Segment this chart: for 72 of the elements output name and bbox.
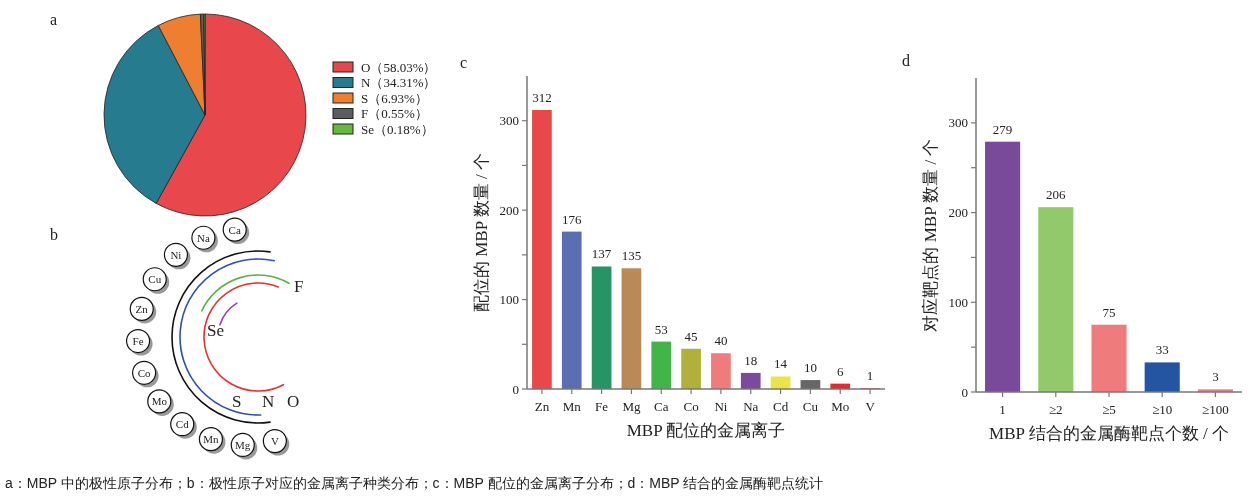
data-label: 206	[1046, 187, 1067, 203]
legend-label: F（0.55%）	[361, 106, 428, 121]
legend-label: Se（0.18%）	[361, 121, 434, 137]
y-tick-label: 300	[499, 113, 519, 129]
data-label: 3	[1212, 369, 1219, 385]
y-tick-label: 300	[948, 115, 968, 131]
data-label: 53	[654, 321, 668, 337]
text: Cu	[148, 273, 162, 286]
x-tick-label: Co	[683, 399, 699, 414]
x-tick-label: Cu	[802, 399, 819, 414]
text: Na	[196, 231, 210, 244]
text: Cd	[175, 418, 190, 431]
legend-label: O（58.03%）	[361, 59, 437, 75]
data-label: 279	[992, 121, 1013, 137]
data-label: 6	[837, 363, 844, 379]
data-label: 176	[562, 211, 582, 227]
text: Se	[207, 321, 224, 340]
data-label: 137	[591, 246, 612, 262]
y-axis-title: 配位的 MBP 数量 / 个	[472, 152, 491, 313]
x-tick-label: Na	[743, 399, 759, 414]
y-tick-label: 200	[948, 205, 968, 221]
legend-label: N（34.31%）	[361, 75, 437, 90]
x-tick-label: Fe	[595, 399, 609, 414]
x-tick-label: Zn	[534, 399, 550, 414]
text: Ni	[170, 248, 182, 261]
text: F	[294, 277, 304, 296]
x-tick-label: ≥5	[1102, 402, 1116, 417]
x-tick-label: ≥2	[1048, 402, 1063, 417]
x-axis-title: MBP 结合的金属酶靶点个数 / 个	[989, 424, 1229, 443]
data-label: 14	[774, 356, 788, 372]
y-axis-title: 对应靶点的 MBP 数量 / 个	[921, 138, 940, 332]
x-tick-label: ≥100	[1202, 402, 1229, 417]
text: Fe	[132, 335, 144, 348]
x-tick-label: Mo	[831, 399, 850, 414]
data-label: 135	[621, 248, 642, 264]
data-label: 18	[744, 352, 758, 368]
legend-label: S（6.93%）	[361, 90, 428, 106]
text: Mg	[235, 438, 251, 451]
data-label: 10	[803, 360, 817, 376]
data-label: 45	[684, 328, 698, 344]
text: S	[232, 392, 242, 411]
text: Zn	[135, 302, 149, 315]
data-label: 1	[866, 368, 874, 384]
x-tick-label: Cd	[773, 399, 789, 414]
data-label: 75	[1102, 304, 1116, 320]
x-tick-label: Mg	[622, 399, 641, 414]
y-tick-label: 200	[499, 202, 519, 218]
x-axis-title: MBP 配位的金属离子	[626, 421, 786, 440]
x-tick-label: Mn	[562, 399, 582, 414]
text: a：MBP 中的极性原子分布；b：极性原子对应的金属离子种类分布；c：MBP 配位的金属离子分布；d：MBP 结合的金属酶靶点统计	[5, 475, 824, 491]
text: O	[287, 392, 300, 411]
chart-title: d	[902, 52, 910, 69]
text: Ca	[228, 223, 241, 236]
x-tick-label: ≥10	[1152, 402, 1173, 417]
chart-title: a	[50, 11, 58, 28]
text: N	[262, 392, 275, 411]
data-label: 33	[1155, 342, 1169, 358]
y-tick-label: 0	[961, 384, 968, 400]
data-label: 40	[714, 333, 728, 349]
x-tick-label: 1	[999, 402, 1006, 417]
text: V	[270, 435, 279, 448]
chart-title: c	[460, 54, 468, 71]
y-tick-label: 100	[499, 292, 519, 308]
y-tick-label: 100	[948, 294, 968, 310]
data-label: 312	[532, 89, 552, 105]
x-tick-label: Ni	[714, 399, 728, 414]
x-tick-label: V	[865, 399, 876, 414]
text: Mn	[203, 433, 220, 446]
text: Co	[137, 366, 152, 379]
text: b	[50, 226, 58, 243]
y-tick-label: 0	[512, 381, 519, 397]
x-tick-label: Ca	[654, 399, 669, 414]
